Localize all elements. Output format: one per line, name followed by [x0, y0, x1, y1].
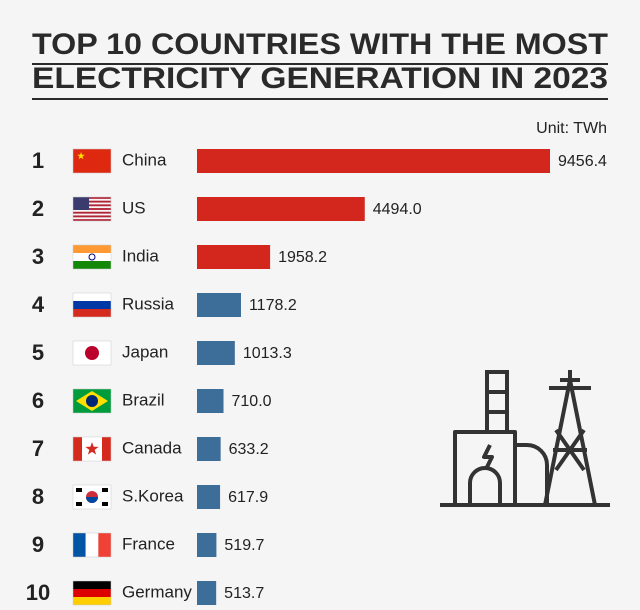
- flag-stripe: [73, 219, 111, 221]
- bar: [197, 581, 217, 605]
- category-label: France: [122, 534, 175, 553]
- flag-band: [85, 533, 99, 557]
- rank: 8: [32, 484, 44, 509]
- flag-band: [73, 581, 111, 589]
- category-label: Canada: [122, 438, 182, 457]
- category-label: Russia: [122, 294, 175, 313]
- rank: 2: [32, 196, 44, 221]
- category-label: India: [122, 246, 159, 265]
- bar: [197, 341, 235, 365]
- flag-border: [72, 532, 112, 558]
- flag-band: [102, 437, 111, 461]
- value-label: 1013.3: [243, 345, 292, 362]
- bar: [197, 437, 221, 461]
- flag-trigram: [102, 488, 108, 492]
- flag-stripe: [73, 208, 111, 210]
- flag-trigram: [76, 502, 82, 506]
- flag: [72, 532, 112, 558]
- flag-border: [72, 340, 112, 366]
- flag: [72, 436, 112, 462]
- flag-trigram: [102, 502, 108, 506]
- flag-band: [73, 293, 111, 301]
- value-label: 519.7: [224, 537, 264, 554]
- flag-globe: [86, 395, 98, 407]
- bar: [197, 197, 365, 221]
- category-label: Japan: [122, 342, 168, 361]
- rank: 7: [32, 436, 44, 461]
- category-label: S.Korea: [122, 486, 184, 505]
- flag-band: [73, 261, 111, 269]
- rank: 5: [32, 340, 44, 365]
- flag-stripe: [73, 211, 111, 214]
- bar: [197, 389, 224, 413]
- value-label: 4494.0: [373, 201, 422, 218]
- flag-trigram: [76, 488, 82, 492]
- rank: 10: [26, 580, 50, 605]
- flag-border: [72, 292, 112, 318]
- category-label: Brazil: [122, 390, 165, 409]
- chart-title: TOP 10 COUNTRIES WITH THE MOST: [32, 28, 608, 61]
- flag-field: [73, 149, 111, 173]
- power-plant-icon: [440, 370, 610, 507]
- value-label: 710.0: [232, 393, 272, 410]
- value-label: 617.9: [228, 489, 268, 506]
- flag: [72, 484, 112, 510]
- flag-star: [77, 152, 85, 160]
- flag-stripe: [73, 215, 111, 218]
- category-label: US: [122, 198, 146, 217]
- flag-band: [73, 301, 111, 309]
- flag: [72, 292, 112, 318]
- flag-border: [72, 436, 112, 462]
- rank: 4: [32, 292, 45, 317]
- bar: [197, 149, 550, 173]
- category-label: China: [122, 150, 167, 169]
- flag-border: [72, 484, 112, 510]
- bar: [197, 533, 217, 557]
- flag-band: [73, 245, 111, 253]
- flag-taeguk: [86, 497, 98, 503]
- flag-band: [73, 253, 111, 261]
- flag: [72, 196, 112, 222]
- flag: [72, 388, 112, 414]
- flag-border: [72, 244, 112, 270]
- value-label: 1178.2: [249, 297, 297, 314]
- flag-band: [73, 437, 82, 461]
- unit-label: Unit: TWh: [536, 120, 607, 137]
- value-label: 513.7: [224, 585, 264, 602]
- flag: [72, 244, 112, 270]
- flag-border: [72, 196, 112, 222]
- flag-border: [72, 148, 112, 174]
- flag-band: [73, 309, 111, 317]
- flag-border: [72, 388, 112, 414]
- flag-band: [73, 597, 111, 605]
- flag-band: [73, 589, 111, 597]
- bar: [197, 293, 241, 317]
- rank: 1: [32, 148, 44, 173]
- bar: [197, 485, 221, 509]
- rank: 3: [32, 244, 44, 269]
- value-label: 1958.2: [278, 249, 327, 266]
- flag-disc: [85, 346, 99, 360]
- flag-stripe: [73, 200, 111, 203]
- chart-title: ELECTRICITY GENERATION IN 2023: [32, 62, 608, 95]
- flag-band: [73, 533, 86, 557]
- flag-stripe: [73, 204, 111, 207]
- flag-border: [72, 580, 112, 606]
- value-label: 9456.4: [558, 153, 607, 170]
- flag-band: [98, 533, 111, 557]
- bar: [197, 245, 271, 269]
- flag: [72, 580, 112, 606]
- category-label: Germany: [122, 582, 192, 601]
- value-label: 633.2: [229, 441, 269, 458]
- flag-stripe: [73, 197, 111, 199]
- rank: 6: [32, 388, 44, 413]
- flag: [72, 148, 112, 174]
- flag-leaf: [85, 442, 99, 455]
- flag-wheel: [88, 253, 96, 261]
- flag-canton: [73, 197, 89, 210]
- flag: [72, 340, 112, 366]
- rank: 9: [32, 532, 44, 557]
